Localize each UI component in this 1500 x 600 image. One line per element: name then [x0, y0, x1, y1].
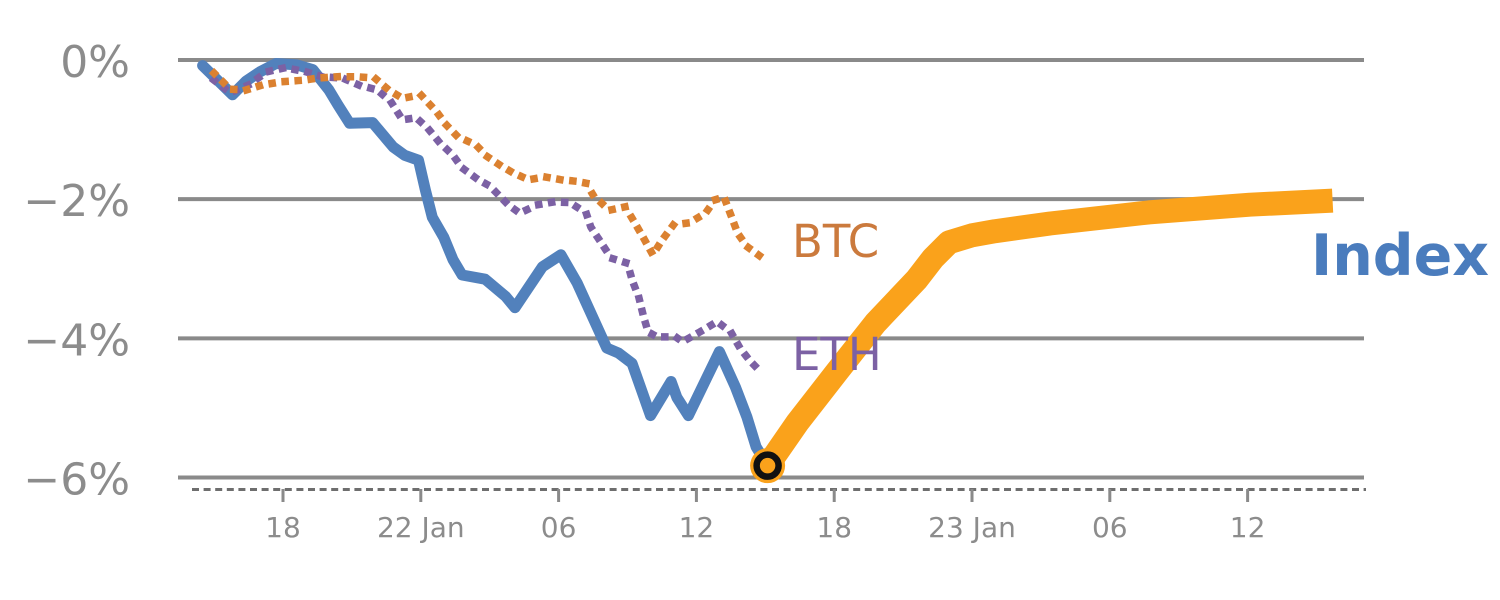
y-axis-tick-label: −4%: [23, 315, 130, 366]
x-axis-tick-label: 23 Jan: [928, 511, 1016, 544]
eth-series-label: ETH: [792, 328, 882, 381]
y-axis-tick-label: −2%: [23, 176, 130, 227]
index-series-label: Index: [1311, 223, 1489, 289]
btc-line: [208, 67, 769, 264]
plot-root: 0% −2% −4% −6% 18 22 Jan 06 12 18 23 Jan 06 12: [23, 37, 1366, 544]
x-axis-tick-label: 06: [1092, 511, 1128, 544]
eth-line: [208, 63, 768, 377]
btc-series-label: BTC: [792, 215, 879, 268]
x-axis-tick-label: 18: [816, 511, 852, 544]
series-labels: BTC ETH Index: [792, 215, 1489, 381]
index-projection-line: [757, 188, 1334, 473]
y-axis-tick-label: 0%: [60, 37, 130, 88]
x-axis-tick-label: 12: [679, 511, 715, 544]
x-axis-tick-label: 06: [541, 511, 577, 544]
x-axis-tick-label: 12: [1230, 511, 1266, 544]
x-axis-tick-label: 22 Jan: [377, 511, 465, 544]
low-point-marker-ring: [753, 451, 782, 480]
index-history-line: [197, 58, 774, 472]
y-axis-tick-label: −6%: [23, 454, 130, 505]
x-axis-tick-label: 18: [265, 511, 301, 544]
